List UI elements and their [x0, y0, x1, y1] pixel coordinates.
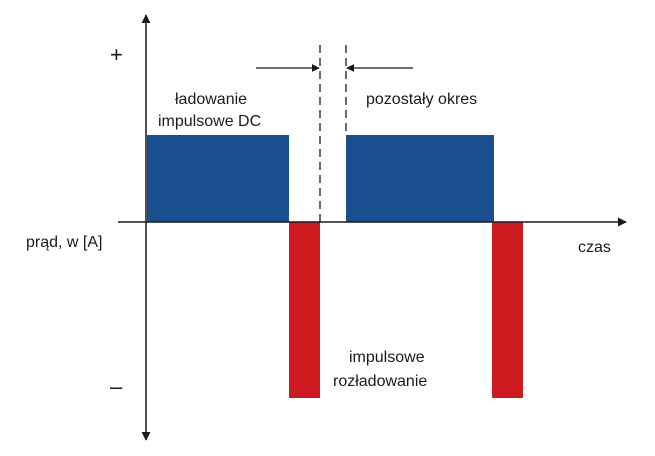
positive-sign: + [110, 42, 123, 67]
charge-label-line-2: impulsowe DC [158, 113, 261, 130]
discharge-pulse-1 [289, 222, 320, 398]
charge-pulse-1 [147, 135, 289, 222]
discharge-label-line-1: impulsowe [349, 349, 425, 366]
rest-label: pozostały okres [366, 91, 477, 108]
discharge-label-line-2: rozładowanie [333, 373, 427, 390]
charge-pulse-2 [346, 135, 494, 222]
charge-label-line-1: ładowanie [175, 91, 247, 108]
discharge-pulse-2 [492, 222, 523, 398]
negative-sign: – [110, 374, 123, 399]
y-axis-label: prąd, w [A] [26, 234, 102, 251]
x-axis-label: czas [578, 239, 611, 256]
